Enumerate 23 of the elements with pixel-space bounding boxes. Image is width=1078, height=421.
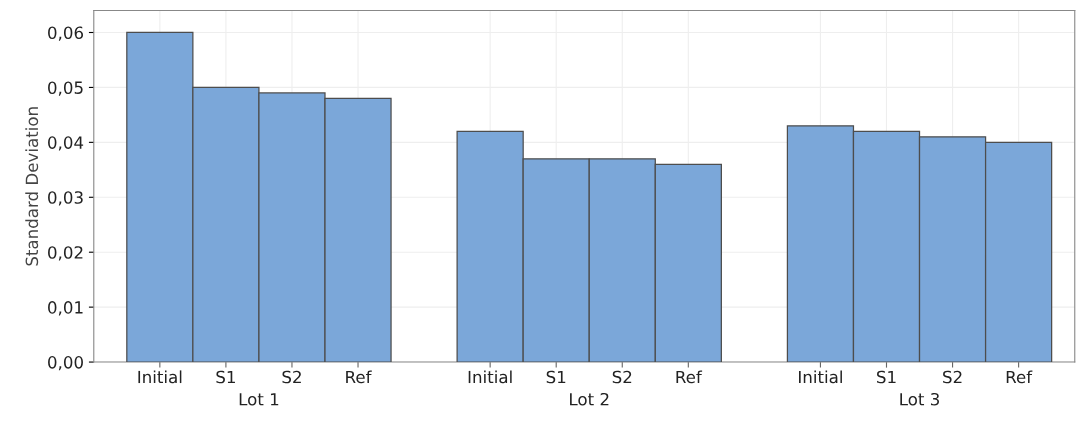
x-tick-label: Initial — [468, 370, 512, 384]
x-tick-label: Ref — [1006, 370, 1033, 384]
x-tick-label: S2 — [282, 370, 301, 384]
y-tick-label: 0,00 — [48, 356, 83, 371]
x-tick-label: Ref — [346, 370, 372, 384]
text: Lot 2 — [570, 392, 609, 406]
y-axis-title: Standard Deviation — [25, 107, 39, 266]
x-tick-label: Ref — [676, 370, 703, 384]
text: Lot 1 — [239, 393, 279, 406]
y-tick-label: 0,02 — [48, 246, 83, 261]
x-tick-label: S2 — [612, 370, 632, 384]
x-tick-label: Initial — [799, 370, 842, 384]
x-tick-label: S1 — [546, 370, 566, 384]
x-tick-label: S1 — [877, 370, 896, 384]
y-tick-label: 0,05 — [48, 81, 83, 96]
y-tick-label: 0,06 — [48, 26, 84, 41]
y-tick-label: 0,01 — [48, 301, 83, 316]
x-tick-label: S1 — [216, 370, 235, 384]
x-tick-label: S2 — [943, 370, 962, 384]
text: Lot 3 — [900, 392, 939, 406]
y-tick-label: 0,03 — [48, 191, 83, 206]
x-tick-label: Initial — [138, 370, 182, 384]
y-tick-label: 0,04 — [48, 136, 84, 151]
